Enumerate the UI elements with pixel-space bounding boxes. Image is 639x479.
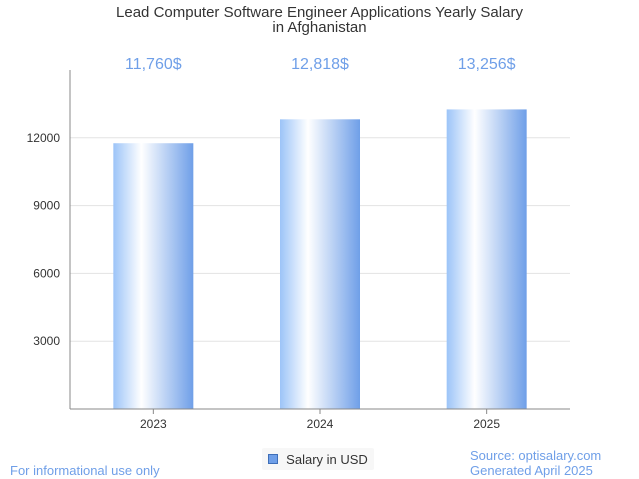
data-label: 11,760$ <box>125 56 182 73</box>
bar-2024[interactable] <box>280 119 360 409</box>
chart-title-line-2: in Afghanistan <box>272 19 367 36</box>
legend-swatch-icon <box>268 454 279 464</box>
bar-2025[interactable] <box>446 109 527 409</box>
y-tick-label: 9000 <box>33 199 60 213</box>
x-tick-label: 2024 <box>307 417 334 431</box>
x-tick-label: 2025 <box>473 417 500 431</box>
legend-label: Salary in USD <box>286 451 368 467</box>
data-label: 12,818$ <box>291 56 349 73</box>
y-tick-label: 6000 <box>33 266 60 280</box>
x-tick-label: 2023 <box>140 417 167 431</box>
y-tick-label: 3000 <box>33 334 60 348</box>
data-label: 13,256$ <box>458 56 516 73</box>
legend: Salary in USD <box>262 448 374 470</box>
disclaimer-text: For informational use only <box>10 463 160 478</box>
generated-date-text: Generated April 2025 <box>470 463 593 478</box>
y-tick-label: 12000 <box>27 131 61 145</box>
bar-2023[interactable] <box>113 143 194 409</box>
source-text: Source: optisalary.com <box>470 448 602 463</box>
chart-title-line-1: Lead Computer Software Engineer Applicat… <box>116 4 523 21</box>
